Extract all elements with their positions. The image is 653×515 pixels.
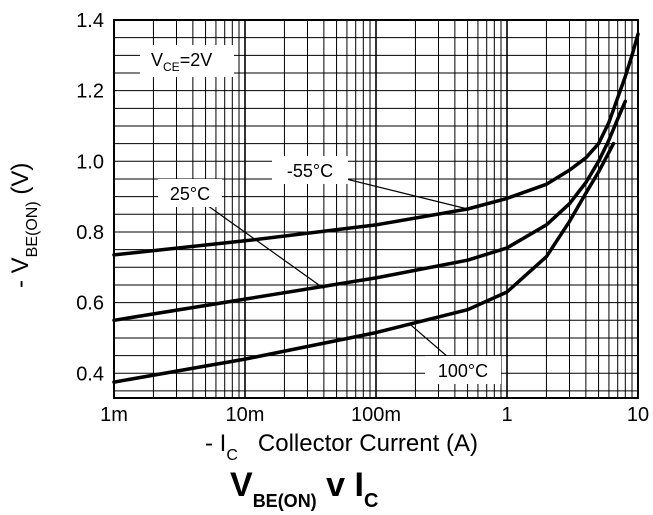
- series-label-1: 25°C: [170, 184, 210, 204]
- annotations: VCE=2V -55°C 25°C 100°C: [140, 45, 501, 384]
- grid: [114, 20, 638, 398]
- series-leader-1: [189, 192, 325, 289]
- x-tick-label: 1m: [100, 404, 128, 426]
- x-tick-labels: 1m 10m 100m 1 10: [100, 404, 649, 426]
- x-tick-label: 10: [627, 404, 649, 426]
- series-label-0: -55°C: [287, 161, 333, 181]
- series-label-box-0: [272, 156, 348, 184]
- x-tick-label: 10m: [226, 404, 265, 426]
- chart-title: VBE(ON) v IC: [230, 466, 378, 512]
- x-tick-label: 1: [501, 404, 512, 426]
- y-tick-label: 1.4: [76, 10, 104, 32]
- x-axis-label: - IC Collector Current (A): [205, 430, 478, 464]
- condition-label: VCE=2V: [151, 50, 212, 74]
- y-tick-label: 1.0: [76, 151, 104, 173]
- y-tick-labels: 0.4 0.6 0.8 1.0 1.2 1.4: [76, 10, 104, 385]
- curves: [112, 32, 640, 384]
- y-tick-label: 0.6: [76, 293, 104, 315]
- y-tick-label: 0.8: [76, 222, 104, 244]
- plot-frame: [113, 19, 639, 399]
- x-tick-label: 100m: [351, 404, 401, 426]
- series-label-box-1: [158, 179, 222, 207]
- y-tick-label: 0.4: [76, 363, 104, 385]
- series-line-1: [112, 99, 628, 323]
- series-label-2: 100°C: [438, 361, 488, 381]
- series-line-0: [112, 32, 640, 257]
- y-tick-label: 1.2: [76, 81, 104, 103]
- series-line-2: [112, 141, 616, 384]
- condition-box: [140, 45, 234, 77]
- series-label-box-2: [425, 356, 501, 384]
- y-axis-label: - VBE(ON) (V): [7, 163, 41, 288]
